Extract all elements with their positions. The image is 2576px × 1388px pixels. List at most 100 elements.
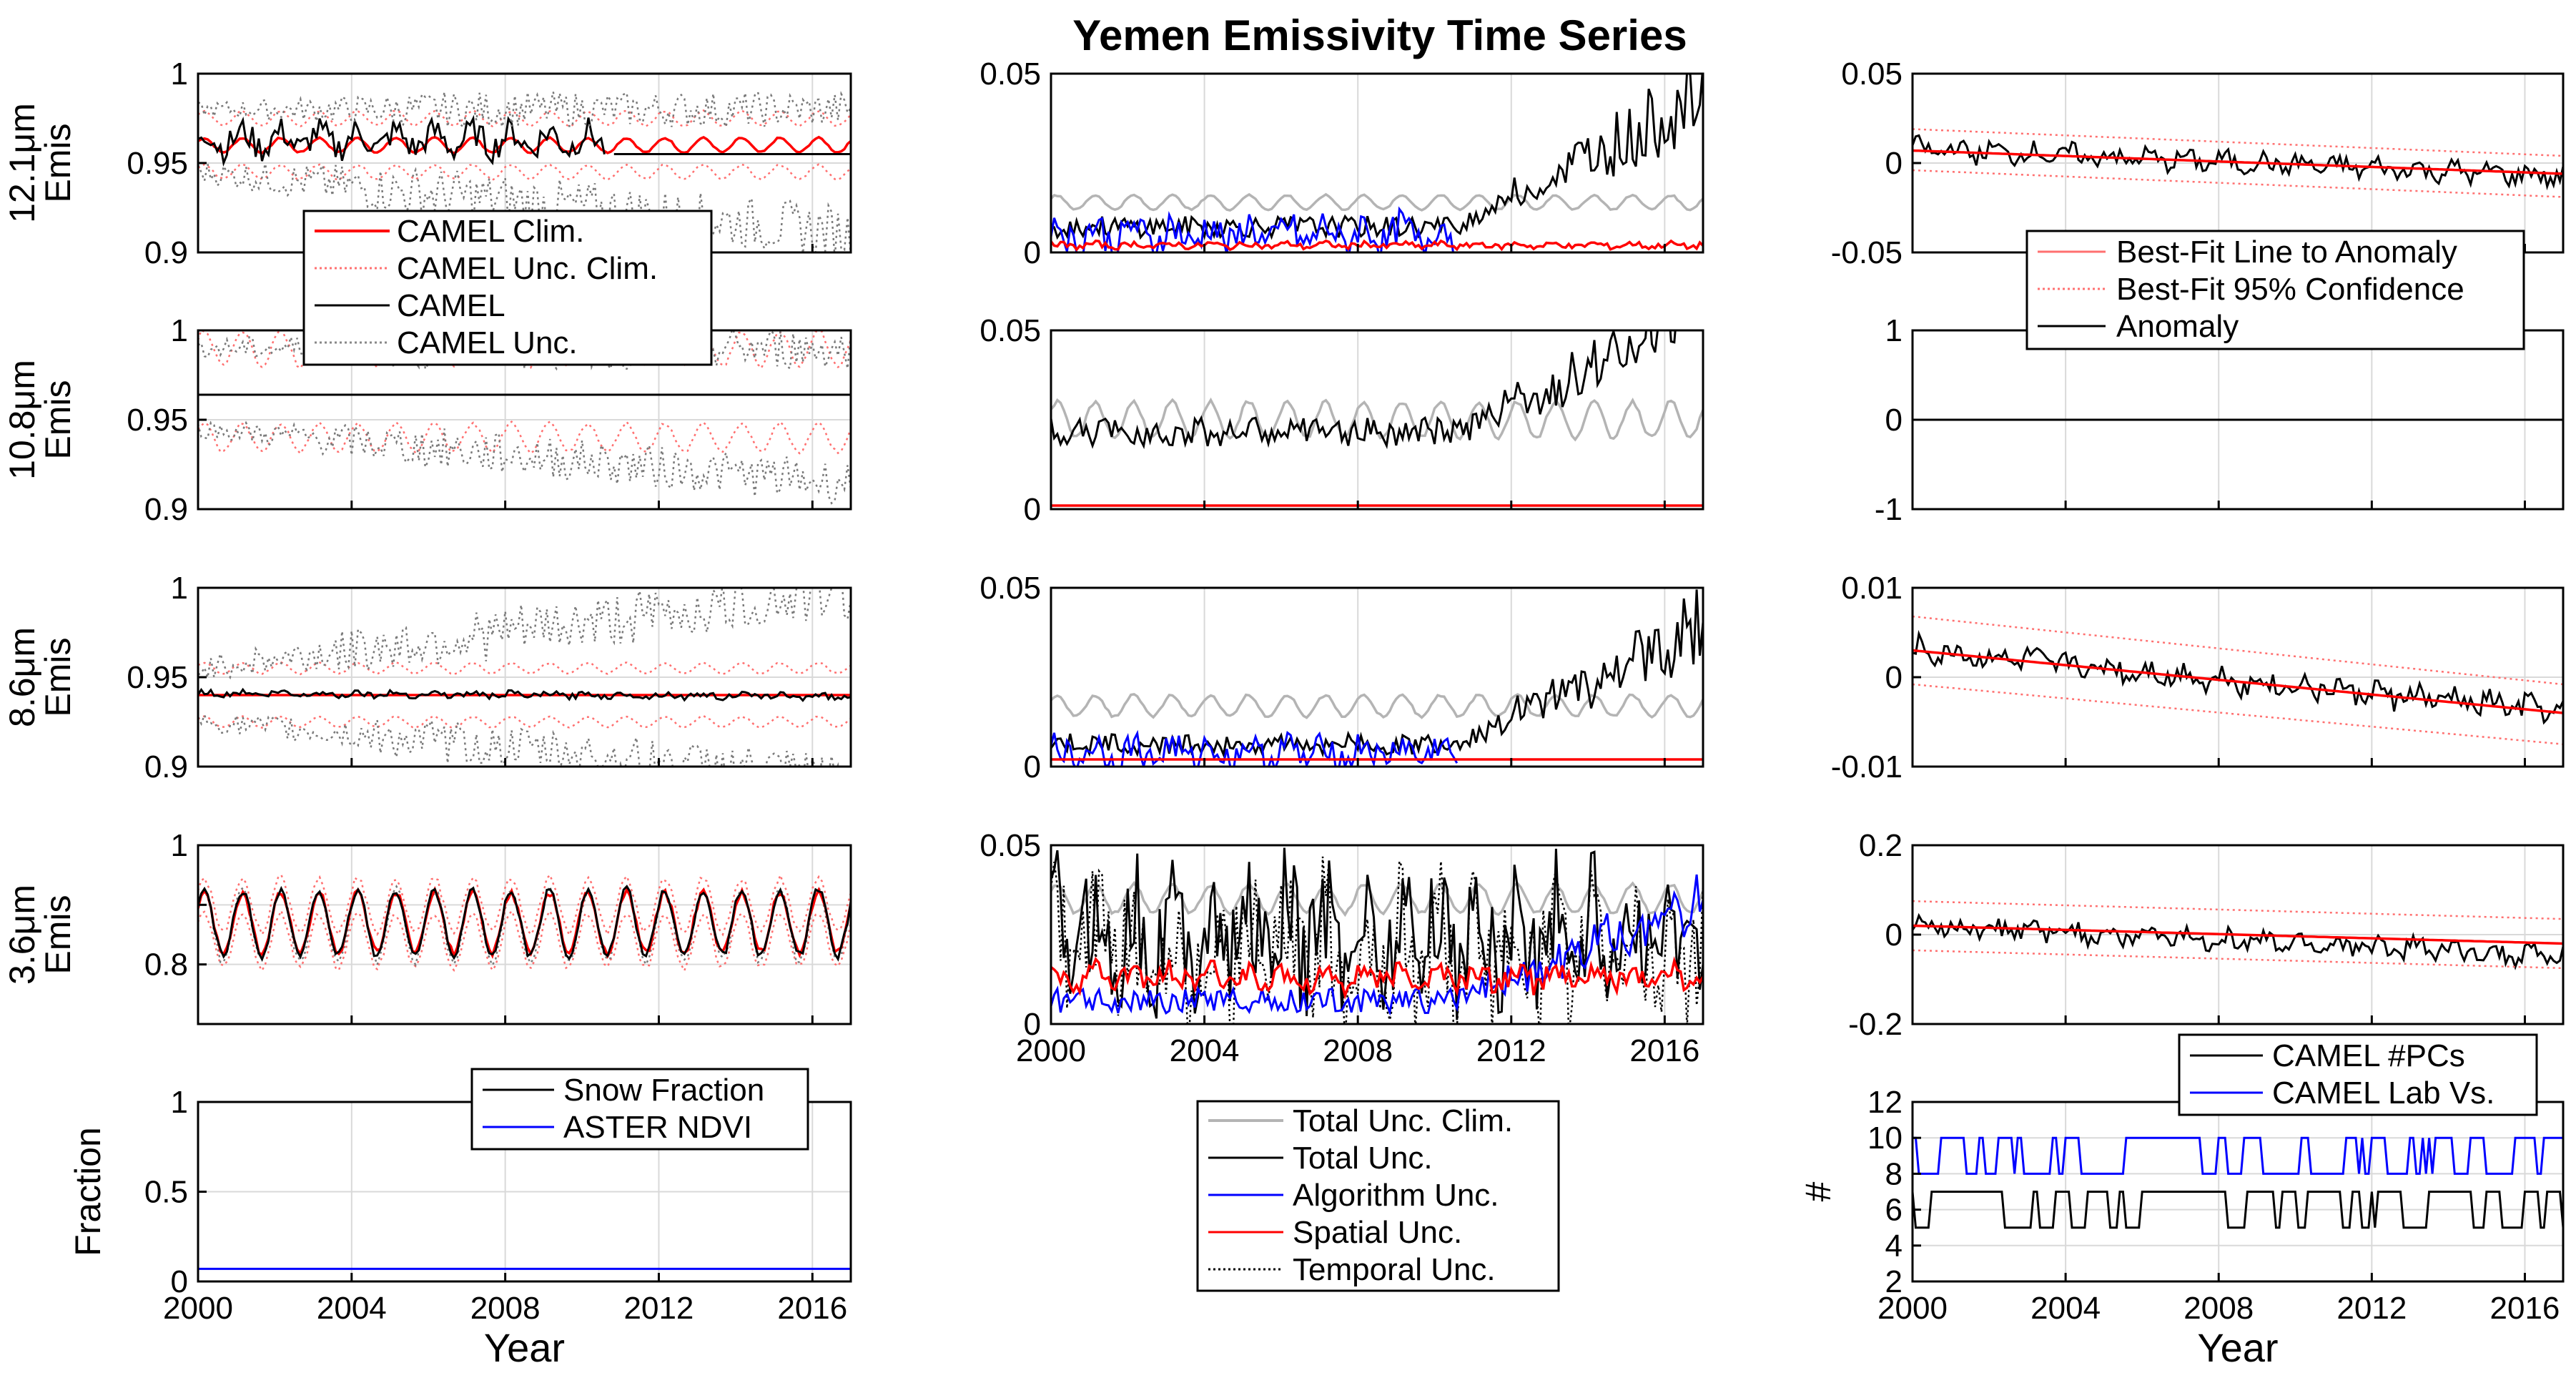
legend-camel: CAMEL Clim. CAMEL Unc. Clim. CAMEL CAMEL… bbox=[302, 210, 713, 366]
xtick-label: 2012 bbox=[2336, 1291, 2407, 1326]
xtick-label: 2004 bbox=[2030, 1291, 2101, 1326]
y-axis-label: Emis bbox=[38, 637, 78, 717]
legend-item-camel-clim: CAMEL Clim. bbox=[397, 214, 584, 249]
legend-item-temporal-unc: Temporal Unc. bbox=[1293, 1252, 1496, 1287]
ytick-label: 1 bbox=[1885, 313, 1903, 348]
series-best-fit-line-to-anomaly bbox=[1913, 924, 2563, 945]
plot-p12: 00.05 bbox=[979, 56, 1704, 270]
plot-p42: 0 0.05 2000 2004 2008 2012 2016 bbox=[979, 828, 1704, 1068]
series-group bbox=[1913, 900, 2563, 970]
plot-p33: -0.01 0 0.01 bbox=[1831, 571, 2565, 784]
ytick-label: 1 bbox=[171, 313, 188, 348]
legend-item-confidence: Best-Fit 95% Confidence bbox=[2116, 272, 2464, 307]
series-group bbox=[198, 588, 851, 767]
ytick-label: 0 bbox=[1024, 235, 1041, 270]
ytick-label: 0.05 bbox=[979, 313, 1041, 348]
series-camel-unc-clim-lower- bbox=[198, 163, 851, 182]
figure-title: Yemen Emissivity Time Series bbox=[1072, 11, 1687, 59]
axes-frame bbox=[1050, 72, 1704, 254]
plot-p13: -0.05 0 0.05 bbox=[1831, 56, 2565, 270]
series-temporal-unc- bbox=[1051, 856, 1703, 1024]
series-camel bbox=[198, 885, 851, 963]
xtick-label: 2000 bbox=[163, 1291, 233, 1326]
xtick-label: 2004 bbox=[317, 1291, 387, 1326]
y-axis-label: 12.1μm bbox=[2, 103, 42, 223]
ytick-label: 0.05 bbox=[1841, 56, 1903, 92]
legend-item-algorithm-unc: Algorithm Unc. bbox=[1293, 1178, 1499, 1213]
plot-grid: 0.90.95112.1μmEmis00.05-0.0500.050.90.95… bbox=[2, 56, 2565, 1370]
legend-item-snow-fraction: Snow Fraction bbox=[563, 1073, 764, 1108]
series-best-fit-95-confidence-upper- bbox=[1913, 615, 2563, 686]
legend-anomaly: Best-Fit Line to Anomaly Best-Fit 95% Co… bbox=[2025, 230, 2525, 350]
series-best-fit-95-confidence-upper- bbox=[1913, 128, 2563, 157]
ytick-label: 0.9 bbox=[144, 749, 188, 784]
x-axis-label: Year bbox=[484, 1325, 565, 1370]
ytick-label: 0 bbox=[1024, 1007, 1041, 1042]
ytick-label: 8 bbox=[1885, 1156, 1903, 1191]
series-algorithm-unc- bbox=[1051, 874, 1703, 1016]
axes-frame bbox=[1050, 844, 1704, 1025]
xtick-label: 2000 bbox=[1877, 1291, 1948, 1326]
ytick-label: 0 bbox=[1885, 917, 1903, 953]
ytick-label: -1 bbox=[1875, 492, 1903, 527]
ytick-label: 0.05 bbox=[979, 56, 1041, 92]
y-axis-label: Fraction bbox=[68, 1127, 108, 1256]
series-camel-unc-upper- bbox=[198, 90, 851, 131]
legend-item-camel-lab-vs: CAMEL Lab Vs. bbox=[2272, 1076, 2494, 1111]
series-group bbox=[198, 1267, 851, 1281]
legend-item-camel-unc: CAMEL Unc. bbox=[397, 325, 578, 360]
legend-uncertainty: Total Unc. Clim. Total Unc. Algorithm Un… bbox=[1196, 1100, 1560, 1292]
series-camel-clim- bbox=[198, 135, 851, 155]
series-group bbox=[1913, 128, 2563, 198]
ytick-label: 1 bbox=[171, 56, 188, 92]
series-anomaly bbox=[1913, 912, 2563, 970]
ytick-label: 0.95 bbox=[127, 660, 188, 695]
series-algorithm-unc- bbox=[1051, 729, 1459, 767]
ytick-label: 0.9 bbox=[144, 492, 188, 527]
legend-item-total-unc: Total Unc. bbox=[1293, 1141, 1433, 1176]
series-group bbox=[198, 872, 851, 973]
legend-item-camel-pcs: CAMEL #PCs bbox=[2272, 1038, 2465, 1073]
series-total-unc- bbox=[1051, 847, 1703, 1020]
series-group bbox=[1051, 847, 1703, 1024]
legend-item-anomaly: Anomaly bbox=[2116, 309, 2239, 344]
ytick-label: 1 bbox=[171, 571, 188, 606]
ytick-label: 0.01 bbox=[1841, 571, 1903, 606]
plot-p43: -0.2 0 0.2 bbox=[1848, 828, 2565, 1042]
series-camel-unc-lower- bbox=[198, 712, 839, 767]
legend-item-best-fit: Best-Fit Line to Anomaly bbox=[2116, 235, 2457, 270]
series-camel-unc-upper- bbox=[198, 588, 851, 680]
ytick-label: 0.2 bbox=[1859, 828, 1903, 863]
y-axis-label: # bbox=[1798, 1181, 1838, 1201]
series-group bbox=[1051, 330, 1703, 507]
series-anomaly bbox=[1913, 629, 2563, 725]
series-camel bbox=[198, 114, 606, 167]
ytick-label: 0 bbox=[1885, 146, 1903, 181]
legend-item-camel-unc-clim: CAMEL Unc. Clim. bbox=[397, 251, 658, 286]
legend-item-camel: CAMEL bbox=[397, 288, 505, 323]
plot-p32: 00.05 bbox=[979, 571, 1704, 784]
plot-p22: 00.05 bbox=[979, 313, 1704, 527]
series-camel-pcs bbox=[1913, 1191, 2563, 1229]
series-total-unc-clim- bbox=[1051, 880, 1703, 917]
ytick-label: 1 bbox=[171, 828, 188, 863]
ytick-label: 0 bbox=[171, 1264, 188, 1299]
xtick-label: 2008 bbox=[2183, 1291, 2254, 1326]
xtick-label: 2012 bbox=[624, 1291, 694, 1326]
y-axis-label: Emis bbox=[38, 123, 78, 202]
ytick-label: 0 bbox=[1885, 660, 1903, 695]
ytick-label: 0.8 bbox=[144, 948, 188, 983]
series-camel-lab-vs- bbox=[1913, 1136, 2563, 1175]
ytick-label: -0.05 bbox=[1831, 235, 1903, 270]
series-camel-unc-clim-lower- bbox=[198, 714, 851, 729]
series-algorithm-unc- bbox=[1051, 206, 1455, 252]
ytick-label: -0.01 bbox=[1831, 749, 1903, 784]
ytick-label: 0.05 bbox=[979, 828, 1041, 863]
series-spatial-unc- bbox=[1051, 956, 1703, 1000]
y-axis-label: 8.6μm bbox=[2, 627, 42, 727]
ytick-label: 4 bbox=[1885, 1229, 1903, 1264]
series-best-fit-95-confidence-upper- bbox=[1913, 900, 2563, 920]
